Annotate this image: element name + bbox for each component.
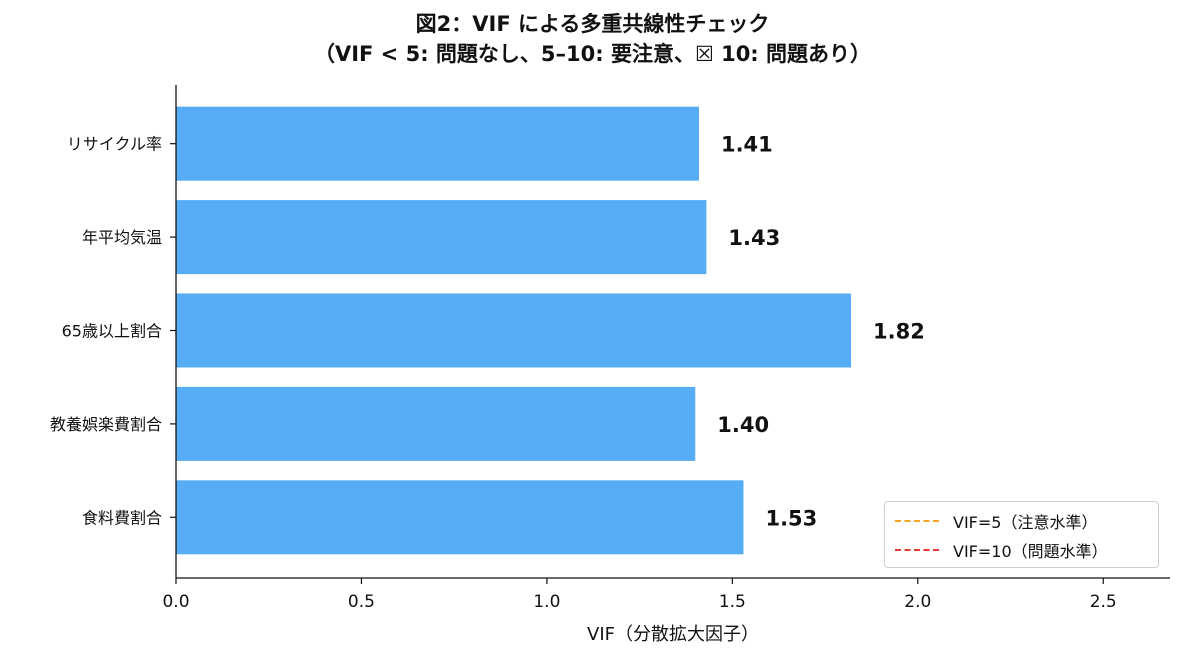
- y-tick-label-0: リサイクル率: [67, 135, 162, 154]
- y-tick-label-3: 教養娯楽費割合: [50, 415, 162, 434]
- data-label-1: 1.43: [728, 226, 780, 250]
- chart-title-line1: 図2：VIF による多重共線性チェック: [415, 12, 770, 36]
- data-label-0: 1.41: [721, 133, 773, 157]
- bar-0: [176, 106, 699, 181]
- legend-swatch-vif10: [895, 549, 939, 551]
- x-axis-label: VIF（分散拡大因子）: [587, 624, 759, 645]
- x-tick-label-5: 2.5: [1090, 592, 1117, 612]
- x-tick-label-3: 1.5: [719, 592, 746, 612]
- bar-4: [176, 480, 744, 555]
- y-tick-label-4: 食料費割合: [82, 508, 162, 527]
- bar-3: [176, 386, 696, 461]
- legend-entry-vif10: VIF=10（問題水準）: [895, 539, 1108, 561]
- data-label-2: 1.82: [873, 320, 925, 344]
- legend-swatch-vif5: [895, 520, 939, 522]
- legend-entry-vif5: VIF=5（注意水準）: [895, 510, 1097, 532]
- x-tick-label-0: 0.0: [162, 592, 189, 612]
- data-label-3: 1.40: [717, 413, 769, 437]
- legend-label-vif10: VIF=10（問題水準）: [953, 542, 1108, 561]
- x-tick-label-1: 0.5: [348, 592, 375, 612]
- bar-2: [176, 293, 852, 368]
- bar-1: [176, 200, 707, 275]
- chart-title-line2: （VIF < 5: 問題なし、5–10: 要注意、☒ 10: 問題あり）: [313, 42, 872, 66]
- legend-label-vif5: VIF=5（注意水準）: [953, 513, 1098, 532]
- data-label-4: 1.53: [765, 506, 817, 530]
- x-tick-label-4: 2.0: [904, 592, 931, 612]
- x-tick-label-2: 1.0: [533, 592, 560, 612]
- y-tick-label-1: 年平均気温: [82, 228, 162, 247]
- y-tick-label-2: 65歳以上割合: [62, 322, 162, 341]
- legend: VIF=5（注意水準） VIF=10（問題水準）: [884, 501, 1159, 568]
